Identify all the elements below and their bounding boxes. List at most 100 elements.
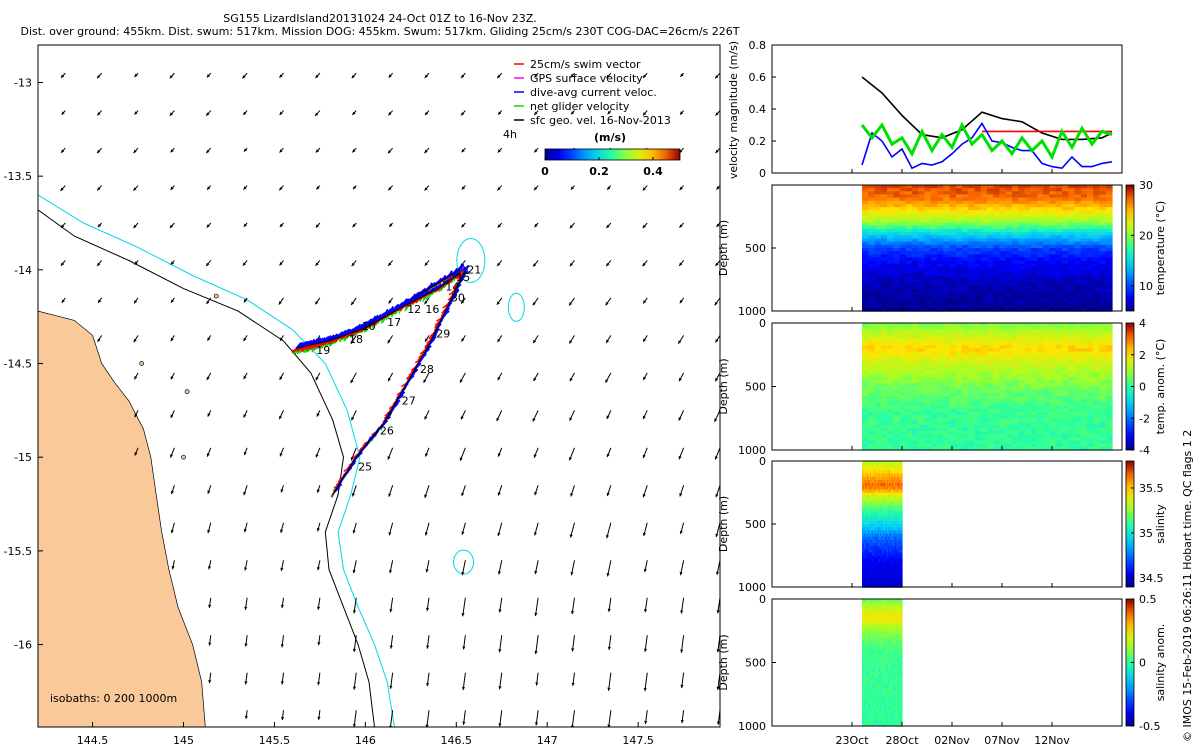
heatmap-cell	[1037, 257, 1044, 262]
heatmap-cell	[874, 219, 882, 224]
current-arrow-head	[569, 224, 573, 229]
heatmap-cell	[1105, 273, 1113, 277]
current-arrow-head	[606, 339, 610, 343]
heatmap-cell	[880, 298, 888, 303]
heatmap-cell	[899, 345, 907, 349]
heatmap-cell	[905, 263, 913, 268]
heatmap-cell	[1018, 210, 1026, 214]
track-day-label: 15	[456, 271, 470, 284]
heatmap-cell	[918, 292, 926, 296]
heatmap-cell	[1105, 219, 1113, 224]
heatmap-cell	[1074, 244, 1082, 249]
heatmap-cell	[1099, 266, 1107, 271]
heatmap-cell	[1037, 307, 1044, 312]
heatmap-cell	[987, 273, 994, 277]
heatmap-cell	[1005, 292, 1013, 296]
heatmap-cell	[930, 383, 938, 388]
heatmap-cell	[1005, 210, 1013, 214]
current-arrow-head	[461, 112, 465, 116]
heatmap-cell	[1074, 241, 1082, 246]
heatmap-cell	[1062, 254, 1069, 259]
current-arrow-head	[207, 490, 211, 494]
heatmap-cell	[868, 298, 876, 303]
heatmap-cell	[880, 229, 888, 233]
heatmap-cell	[912, 408, 919, 413]
heatmap-cell	[1012, 200, 1019, 205]
heatmap-cell	[905, 348, 913, 353]
heatmap-cell	[899, 185, 907, 189]
heatmap-cell	[974, 210, 982, 214]
heatmap-cell	[887, 285, 894, 290]
heatmap-cell	[930, 276, 938, 281]
heatmap-cell	[1080, 270, 1088, 274]
heatmap-cell	[899, 232, 907, 237]
heatmap-cell	[905, 276, 913, 281]
current-arrow-head	[642, 532, 646, 537]
heatmap-cell	[887, 332, 894, 337]
heatmap-cell	[874, 392, 882, 397]
velocity-ytick-label: 0.4	[749, 103, 767, 116]
heatmap-cell	[880, 276, 888, 281]
current-arrow-head	[317, 681, 321, 686]
swim-vector-tick	[419, 350, 427, 355]
heatmap-cell	[905, 415, 913, 419]
heatmap-cell	[893, 427, 901, 432]
heatmap-cell	[962, 254, 969, 259]
heatmap-cell	[993, 298, 1001, 303]
heatmap-cell	[1037, 254, 1044, 259]
current-arrow-head	[570, 74, 574, 78]
heatmap-cell	[887, 185, 894, 189]
heatmap-cell	[930, 377, 938, 381]
current-arrow-head	[571, 648, 575, 652]
heatmap-cell	[924, 342, 932, 346]
heatmap-cell	[880, 430, 888, 435]
heatmap-cell	[943, 377, 951, 381]
current-arrow-head	[715, 493, 719, 498]
heatmap-cell	[1043, 266, 1051, 271]
heatmap-cell	[980, 292, 988, 296]
heatmap-cell	[1093, 210, 1101, 214]
current-arrow-head	[279, 149, 283, 153]
heatmap-cell	[949, 326, 957, 330]
heatmap-cell	[924, 276, 932, 281]
heatmap-cell	[874, 364, 882, 369]
heatmap-cell	[937, 357, 944, 362]
heatmap-cell	[1068, 210, 1076, 214]
heatmap-cell	[874, 285, 882, 290]
heatmap-cell	[943, 437, 951, 442]
heatmap-cell	[899, 254, 907, 259]
heatmap-cell	[862, 348, 869, 353]
heatmap-cell	[1049, 225, 1057, 230]
heatmap-cell	[1049, 260, 1057, 265]
current-arrow-head	[242, 262, 246, 266]
heatmap-cell	[1099, 307, 1107, 312]
heatmap-cell	[924, 443, 932, 448]
heatmap-cell	[912, 440, 919, 445]
heatmap-cell	[918, 342, 926, 346]
heatmap-cell	[880, 301, 888, 306]
heatmap-cell	[905, 232, 913, 237]
heatmap-cell	[1099, 298, 1107, 303]
heatmap-cell	[868, 266, 876, 271]
heatmap-cell	[1093, 251, 1101, 255]
heatmap-cell	[980, 285, 988, 290]
heatmap-cell	[1105, 238, 1113, 243]
heatmap-cell	[937, 323, 944, 327]
heatmap-cell	[949, 222, 957, 227]
heatmap-cell	[874, 446, 882, 451]
heatmap-cell	[924, 338, 932, 343]
heatmap-cell	[918, 399, 926, 403]
current-arrow-head	[351, 74, 355, 79]
heatmap-cell	[880, 411, 888, 416]
heatmap-cell	[880, 219, 888, 224]
heatmap-cell	[937, 418, 944, 423]
current-arrow-head	[606, 453, 610, 458]
heatmap-cell	[937, 288, 944, 293]
heatmap-cell	[862, 392, 869, 397]
current-arrow-head	[497, 187, 501, 191]
heatmap-cell	[949, 241, 957, 246]
heatmap-cell	[974, 292, 982, 296]
heatmap-cell	[1093, 232, 1101, 237]
heatmap-cell	[905, 285, 913, 290]
heatmap-cell	[937, 304, 944, 309]
